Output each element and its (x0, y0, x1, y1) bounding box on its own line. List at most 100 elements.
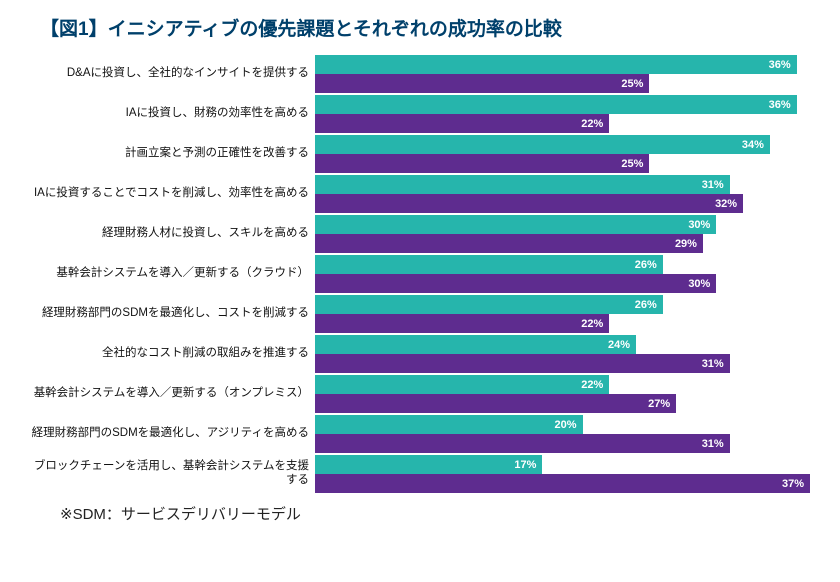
row-label: 経理財務人材に投資し、スキルを高める (30, 227, 315, 241)
bar-wrap: 32% (315, 194, 820, 213)
bar-series-1: 36% (315, 55, 797, 74)
chart-row: 基幹会計システムを導入／更新する（クラウド） 26% 30% (30, 255, 820, 293)
bar-series-1: 20% (315, 415, 583, 434)
bar-value-label: 36% (769, 98, 791, 110)
bar-value-label: 30% (688, 218, 710, 230)
bar-value-label: 17% (514, 458, 536, 470)
chart-title: 【図1】イニシアティブの優先課題とそれぞれの成功率の比較 (40, 14, 820, 41)
bar-wrap: 27% (315, 394, 820, 413)
bar-series-1: 24% (315, 335, 636, 354)
bar-value-label: 36% (769, 58, 791, 70)
row-label: ブロックチェーンを活用し、基幹会計システムを支援する (30, 460, 315, 488)
row-label: IAに投資することでコストを削減し、効率性を高める (30, 187, 315, 201)
chart-row: 全社的なコスト削減の取組みを推進する 24% 31% (30, 335, 820, 373)
bar-series-1: 34% (315, 135, 770, 154)
bar-wrap: 24% (315, 335, 820, 354)
bar-value-label: 30% (688, 277, 710, 289)
bar-wrap: 30% (315, 274, 820, 293)
row-bars: 24% 31% (315, 335, 820, 373)
row-label: 経理財務部門のSDMを最適化し、アジリティを高める (30, 427, 315, 441)
bar-value-label: 26% (635, 298, 657, 310)
bar-wrap: 22% (315, 314, 820, 333)
bar-wrap: 25% (315, 154, 820, 173)
bar-value-label: 31% (702, 178, 724, 190)
bar-wrap: 31% (315, 175, 820, 194)
bar-series-1: 22% (315, 375, 609, 394)
chart-row: 計画立案と予測の正確性を改善する 34% 25% (30, 135, 820, 173)
bar-series-2: 27% (315, 394, 676, 413)
bar-series-2: 37% (315, 474, 810, 493)
chart-row: ブロックチェーンを活用し、基幹会計システムを支援する 17% 37% (30, 455, 820, 493)
bar-series-1: 26% (315, 295, 663, 314)
row-bars: 30% 29% (315, 215, 820, 253)
bar-wrap: 30% (315, 215, 820, 234)
bar-series-2: 25% (315, 74, 649, 93)
bar-value-label: 31% (702, 357, 724, 369)
bar-value-label: 25% (621, 77, 643, 89)
row-bars: 36% 22% (315, 95, 820, 133)
chart-row: 経理財務人材に投資し、スキルを高める 30% 29% (30, 215, 820, 253)
bar-value-label: 31% (702, 437, 724, 449)
bar-wrap: 37% (315, 474, 820, 493)
bar-series-1: 30% (315, 215, 716, 234)
row-bars: 34% 25% (315, 135, 820, 173)
row-bars: 17% 37% (315, 455, 820, 493)
bar-series-1: 17% (315, 455, 542, 474)
chart-row: IAに投資することでコストを削減し、効率性を高める 31% 32% (30, 175, 820, 213)
bar-wrap: 22% (315, 375, 820, 394)
bar-value-label: 29% (675, 237, 697, 249)
row-bars: 20% 31% (315, 415, 820, 453)
bar-wrap: 26% (315, 295, 820, 314)
bar-value-label: 22% (581, 117, 603, 129)
bar-value-label: 37% (782, 477, 804, 489)
row-label: 基幹会計システムを導入／更新する（オンプレミス） (30, 387, 315, 401)
bar-wrap: 36% (315, 95, 820, 114)
bar-series-2: 22% (315, 314, 609, 333)
row-label: D&Aに投資し、全社的なインサイトを提供する (30, 67, 315, 81)
row-label: IAに投資し、財務の効率性を高める (30, 107, 315, 121)
bar-wrap: 36% (315, 55, 820, 74)
row-label: 全社的なコスト削減の取組みを推進する (30, 347, 315, 361)
bar-series-2: 31% (315, 434, 730, 453)
bar-wrap: 20% (315, 415, 820, 434)
bar-series-2: 25% (315, 154, 649, 173)
bar-series-2: 29% (315, 234, 703, 253)
chart-row: D&Aに投資し、全社的なインサイトを提供する 36% 25% (30, 55, 820, 93)
bar-series-1: 36% (315, 95, 797, 114)
bar-wrap: 31% (315, 354, 820, 373)
chart-row: IAに投資し、財務の効率性を高める 36% 22% (30, 95, 820, 133)
bar-wrap: 26% (315, 255, 820, 274)
bar-series-2: 31% (315, 354, 730, 373)
row-label: 経理財務部門のSDMを最適化し、コストを削減する (30, 307, 315, 321)
bar-value-label: 22% (581, 317, 603, 329)
row-bars: 26% 30% (315, 255, 820, 293)
bar-series-1: 26% (315, 255, 663, 274)
row-bars: 26% 22% (315, 295, 820, 333)
bar-series-2: 30% (315, 274, 716, 293)
bar-value-label: 20% (555, 418, 577, 430)
chart-footnote: ※SDM：サービスデリバリーモデル (60, 503, 820, 524)
bar-value-label: 22% (581, 378, 603, 390)
chart-row: 基幹会計システムを導入／更新する（オンプレミス） 22% 27% (30, 375, 820, 413)
bar-value-label: 32% (715, 197, 737, 209)
bar-wrap: 22% (315, 114, 820, 133)
row-label: 基幹会計システムを導入／更新する（クラウド） (30, 267, 315, 281)
chart-plot-area: D&Aに投資し、全社的なインサイトを提供する 36% 25% IAに投資し、財務の効率… (20, 55, 820, 493)
bar-series-1: 31% (315, 175, 730, 194)
bar-value-label: 24% (608, 338, 630, 350)
row-bars: 22% 27% (315, 375, 820, 413)
bar-value-label: 27% (648, 397, 670, 409)
bar-series-2: 32% (315, 194, 743, 213)
bar-wrap: 31% (315, 434, 820, 453)
bar-value-label: 25% (621, 157, 643, 169)
bar-wrap: 29% (315, 234, 820, 253)
bar-value-label: 34% (742, 138, 764, 150)
row-label: 計画立案と予測の正確性を改善する (30, 147, 315, 161)
chart-row: 経理財務部門のSDMを最適化し、アジリティを高める 20% 31% (30, 415, 820, 453)
row-bars: 36% 25% (315, 55, 820, 93)
bar-wrap: 25% (315, 74, 820, 93)
row-bars: 31% 32% (315, 175, 820, 213)
bar-series-2: 22% (315, 114, 609, 133)
bar-value-label: 26% (635, 258, 657, 270)
bar-wrap: 17% (315, 455, 820, 474)
